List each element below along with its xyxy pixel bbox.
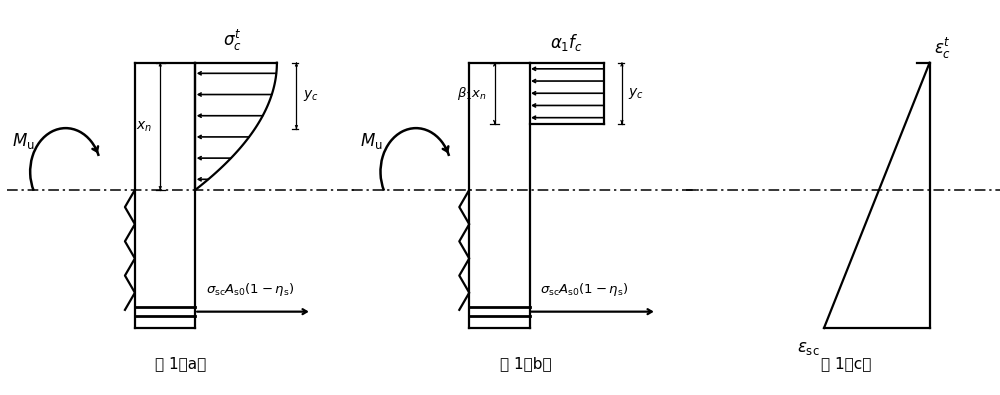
- Text: 图 1（a）: 图 1（a）: [155, 357, 207, 372]
- Text: $\beta_1 x_n$: $\beta_1 x_n$: [457, 85, 487, 102]
- Text: $M_{\rm u}$: $M_{\rm u}$: [12, 131, 34, 151]
- Text: $\sigma^{t}_{c}$: $\sigma^{t}_{c}$: [223, 27, 241, 53]
- Text: $\sigma_{\rm sc}A_{\rm s0}(1-\eta_{\rm s})$: $\sigma_{\rm sc}A_{\rm s0}(1-\eta_{\rm s…: [540, 281, 629, 298]
- Text: $\sigma_{\rm sc}A_{\rm s0}(1-\eta_{\rm s})$: $\sigma_{\rm sc}A_{\rm s0}(1-\eta_{\rm s…: [206, 281, 294, 298]
- Text: $\alpha_1 f_c$: $\alpha_1 f_c$: [550, 32, 583, 53]
- Text: $\varepsilon^{t}_{c}$: $\varepsilon^{t}_{c}$: [934, 36, 952, 61]
- Text: $M_{\rm u}$: $M_{\rm u}$: [360, 131, 383, 151]
- Text: $y_c$: $y_c$: [628, 86, 644, 101]
- Text: $\varepsilon_{\rm sc}$: $\varepsilon_{\rm sc}$: [797, 339, 819, 357]
- Text: 图 1（b）: 图 1（b）: [500, 357, 552, 372]
- Text: $y_c$: $y_c$: [303, 88, 319, 103]
- Text: 图 1（c）: 图 1（c）: [821, 357, 872, 372]
- Text: $x_n$: $x_n$: [136, 119, 152, 134]
